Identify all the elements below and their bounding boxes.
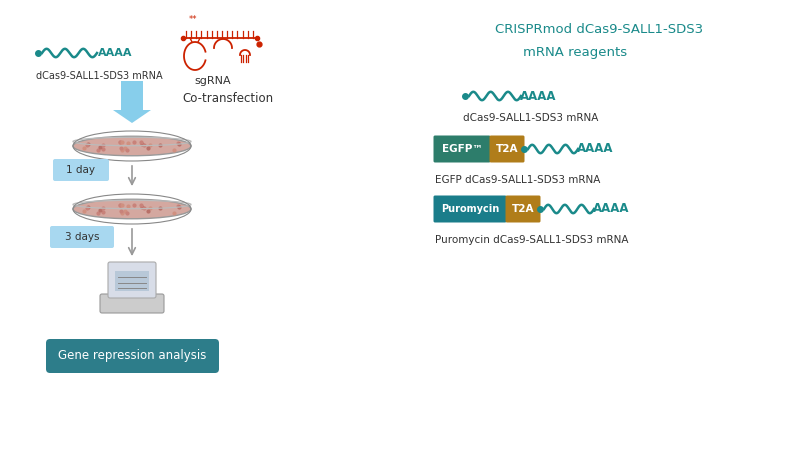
Text: T2A: T2A	[496, 144, 518, 154]
Text: AAAA: AAAA	[98, 48, 133, 58]
FancyBboxPatch shape	[115, 271, 149, 291]
Text: T2A: T2A	[512, 204, 534, 214]
FancyArrow shape	[113, 81, 151, 123]
FancyBboxPatch shape	[506, 195, 541, 222]
Text: Puromycin dCas9-SALL1-SDS3 mRNA: Puromycin dCas9-SALL1-SDS3 mRNA	[435, 235, 629, 245]
Text: AAAA: AAAA	[593, 202, 630, 216]
FancyBboxPatch shape	[434, 135, 490, 162]
Text: EGFP dCas9-SALL1-SDS3 mRNA: EGFP dCas9-SALL1-SDS3 mRNA	[435, 175, 600, 185]
FancyBboxPatch shape	[490, 135, 525, 162]
FancyBboxPatch shape	[46, 339, 219, 373]
Text: AAAA: AAAA	[577, 143, 614, 156]
Text: Gene repression analysis: Gene repression analysis	[58, 350, 206, 363]
Text: sgRNA: sgRNA	[194, 76, 231, 86]
FancyBboxPatch shape	[434, 195, 506, 222]
FancyBboxPatch shape	[100, 294, 164, 313]
Text: EGFP™: EGFP™	[442, 144, 482, 154]
Ellipse shape	[73, 136, 191, 156]
Text: CRISPRmod dCas9-SALL1-SDS3: CRISPRmod dCas9-SALL1-SDS3	[495, 23, 703, 36]
Text: 3 days: 3 days	[65, 232, 99, 242]
FancyBboxPatch shape	[50, 226, 114, 248]
Text: 1 day: 1 day	[66, 165, 95, 175]
Text: dCas9-SALL1-SDS3 mRNA: dCas9-SALL1-SDS3 mRNA	[36, 71, 162, 81]
Text: dCas9-SALL1-SDS3 mRNA: dCas9-SALL1-SDS3 mRNA	[463, 113, 598, 123]
Text: Co-transfection: Co-transfection	[182, 92, 273, 106]
Ellipse shape	[73, 199, 191, 219]
Text: **: **	[189, 15, 198, 24]
FancyBboxPatch shape	[108, 262, 156, 298]
Text: Puromycin: Puromycin	[441, 204, 499, 214]
Text: AAAA: AAAA	[520, 89, 557, 102]
FancyBboxPatch shape	[53, 159, 109, 181]
Text: mRNA reagents: mRNA reagents	[523, 46, 627, 59]
